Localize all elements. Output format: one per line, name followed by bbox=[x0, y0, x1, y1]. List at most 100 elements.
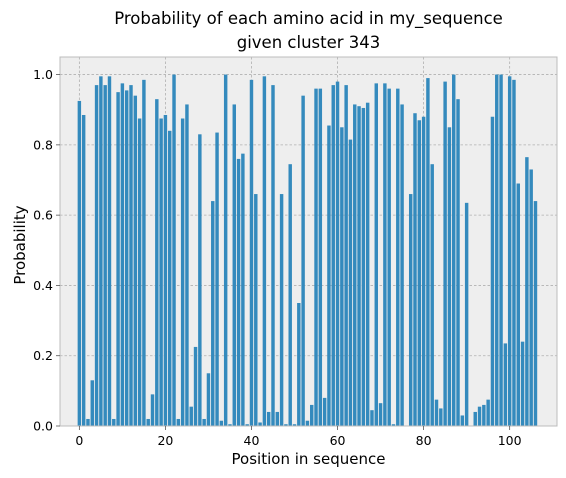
bar bbox=[168, 130, 172, 427]
bar bbox=[452, 74, 456, 426]
x-tick-label: 100 bbox=[498, 433, 522, 448]
bar bbox=[512, 79, 516, 426]
y-axis-ticks: 0.0 0.2 0.4 0.6 0.8 1.0 bbox=[33, 67, 60, 434]
bar bbox=[314, 88, 318, 426]
bar bbox=[297, 303, 301, 426]
bar bbox=[223, 74, 228, 426]
bar bbox=[365, 102, 370, 426]
bar bbox=[310, 404, 314, 426]
bar bbox=[426, 78, 430, 426]
bar bbox=[202, 418, 206, 426]
bar bbox=[434, 399, 439, 426]
bar bbox=[189, 406, 193, 426]
bar bbox=[245, 424, 249, 426]
bar bbox=[460, 415, 465, 426]
bar bbox=[396, 88, 400, 426]
bar bbox=[292, 424, 297, 426]
bar bbox=[495, 74, 499, 426]
bar bbox=[486, 399, 490, 426]
bar bbox=[301, 95, 305, 426]
x-tick-label: 80 bbox=[416, 433, 432, 448]
bar bbox=[99, 76, 103, 426]
bars bbox=[77, 74, 538, 427]
bar bbox=[340, 127, 344, 426]
bar bbox=[211, 201, 215, 426]
bar bbox=[116, 92, 120, 426]
bar bbox=[473, 411, 477, 426]
bar bbox=[133, 95, 138, 426]
bar bbox=[86, 418, 90, 426]
bar bbox=[180, 118, 185, 426]
bar bbox=[279, 194, 284, 426]
bar bbox=[288, 164, 292, 426]
bar bbox=[159, 118, 163, 426]
chart-title-line-1: Probability of each amino acid in my_seq… bbox=[114, 9, 503, 29]
x-axis-label: Position in sequence bbox=[232, 450, 386, 468]
x-tick-label: 60 bbox=[330, 433, 346, 448]
y-tick-label: 0.6 bbox=[33, 208, 53, 223]
bar bbox=[391, 424, 396, 426]
bar bbox=[439, 408, 443, 426]
bar bbox=[408, 194, 413, 426]
bar bbox=[284, 424, 288, 426]
bar bbox=[503, 343, 508, 426]
bar bbox=[344, 85, 348, 427]
bar bbox=[413, 113, 417, 426]
bar bbox=[456, 99, 460, 427]
bar bbox=[322, 397, 327, 426]
bar bbox=[142, 79, 146, 426]
bar bbox=[172, 74, 176, 426]
bar bbox=[185, 104, 189, 426]
bar bbox=[520, 341, 525, 426]
bar bbox=[490, 116, 495, 427]
bar bbox=[378, 403, 383, 426]
bar bbox=[383, 83, 387, 427]
bar bbox=[262, 76, 267, 426]
bar bbox=[430, 164, 434, 426]
bar bbox=[150, 394, 155, 426]
bar bbox=[198, 134, 202, 426]
bar bbox=[507, 76, 512, 426]
y-tick-label: 0.8 bbox=[33, 137, 53, 152]
bar bbox=[232, 104, 236, 426]
bar bbox=[124, 90, 129, 426]
bar bbox=[525, 157, 529, 426]
bar bbox=[387, 88, 391, 426]
bar bbox=[236, 158, 241, 426]
bar bbox=[374, 83, 378, 427]
bar bbox=[215, 132, 219, 426]
bar bbox=[417, 120, 422, 426]
bar bbox=[155, 99, 159, 427]
bar bbox=[477, 406, 482, 426]
x-tick-label: 20 bbox=[157, 433, 173, 448]
bar bbox=[241, 153, 245, 426]
bar bbox=[361, 107, 366, 427]
bar bbox=[271, 85, 275, 427]
bar bbox=[163, 114, 168, 427]
bar bbox=[331, 85, 335, 427]
y-tick-label: 1.0 bbox=[33, 67, 53, 82]
bar bbox=[275, 411, 280, 426]
bar bbox=[228, 424, 232, 426]
bar bbox=[90, 380, 94, 426]
bar bbox=[206, 373, 211, 426]
bar bbox=[516, 183, 520, 426]
x-tick-label: 0 bbox=[75, 433, 83, 448]
chart-title-line-2: given cluster 343 bbox=[237, 33, 381, 52]
bar bbox=[348, 139, 353, 426]
y-tick-label: 0.2 bbox=[33, 348, 53, 363]
bar bbox=[529, 169, 533, 426]
bar bbox=[421, 116, 426, 427]
bar bbox=[94, 85, 99, 427]
bar bbox=[353, 104, 357, 426]
bar bbox=[254, 194, 258, 426]
bar bbox=[464, 202, 469, 426]
plot-frame bbox=[59, 56, 558, 427]
bar bbox=[137, 118, 142, 426]
bar bbox=[258, 422, 262, 426]
bar bbox=[129, 85, 133, 427]
bar bbox=[81, 114, 86, 427]
bar bbox=[400, 104, 404, 426]
bar bbox=[305, 420, 310, 426]
